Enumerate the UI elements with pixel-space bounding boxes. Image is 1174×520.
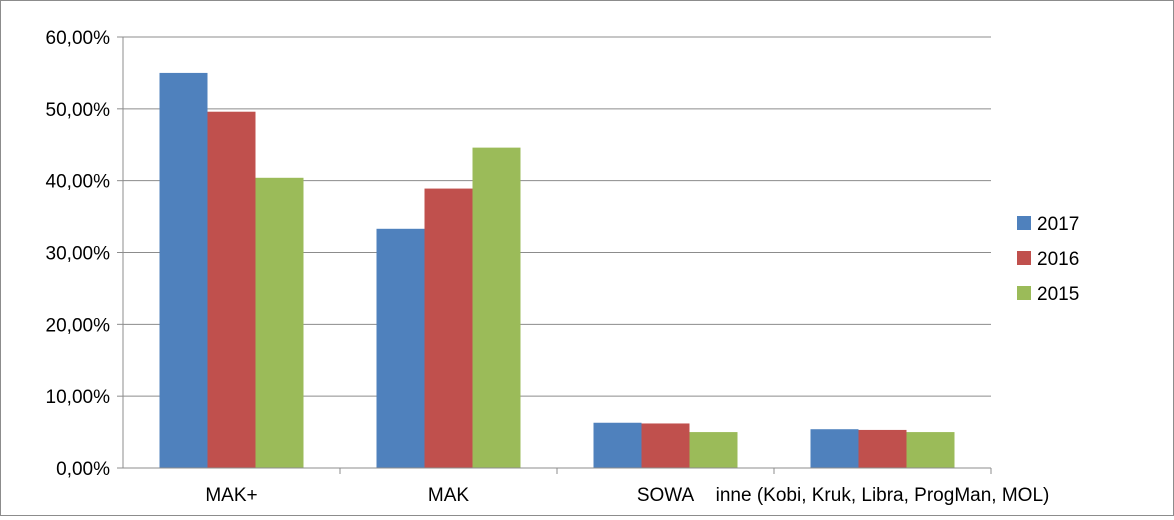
legend-label: 2016 [1037,249,1079,270]
y-tick-label: 50,00% [46,100,111,121]
bar-2015 [689,432,738,468]
x-category-label: MAK [428,485,470,506]
y-tick-label: 0,00% [56,459,110,480]
y-tick-label: 60,00% [46,28,111,49]
axis-layer: 0,00% 10,00% 20,00% 30,00% 40,00% 50,00% 60,00… [46,28,1050,506]
x-category-label: SOWA [637,485,695,506]
bars-layer [159,72,955,469]
legend-swatch [1017,251,1031,265]
bar-2015 [906,432,955,468]
legend-label: 2017 [1037,214,1079,235]
y-tick-label: 30,00% [46,244,111,265]
y-tick-label: 40,00% [46,172,111,193]
legend-label: 2015 [1037,284,1079,305]
bar-2017 [159,72,208,469]
bar-2016 [207,111,256,468]
bar-2015 [472,147,521,468]
bar-2016 [858,429,907,468]
x-category-label: inne (Kobi, Kruk, Libra, ProgMan, MOL) [716,485,1050,506]
legend-swatch [1017,286,1031,300]
bar-2017 [593,422,642,468]
bar-2016 [424,188,473,468]
y-tick-label: 10,00% [46,387,111,408]
legend-swatch [1017,216,1031,230]
x-category-label: MAK+ [205,485,257,506]
bar-2017 [376,228,425,468]
bar-2017 [810,429,859,468]
y-tick-label: 20,00% [46,315,111,336]
bar-2015 [255,177,304,468]
bar-2016 [641,423,690,468]
legend: 2017 2016 2015 [1017,214,1079,305]
